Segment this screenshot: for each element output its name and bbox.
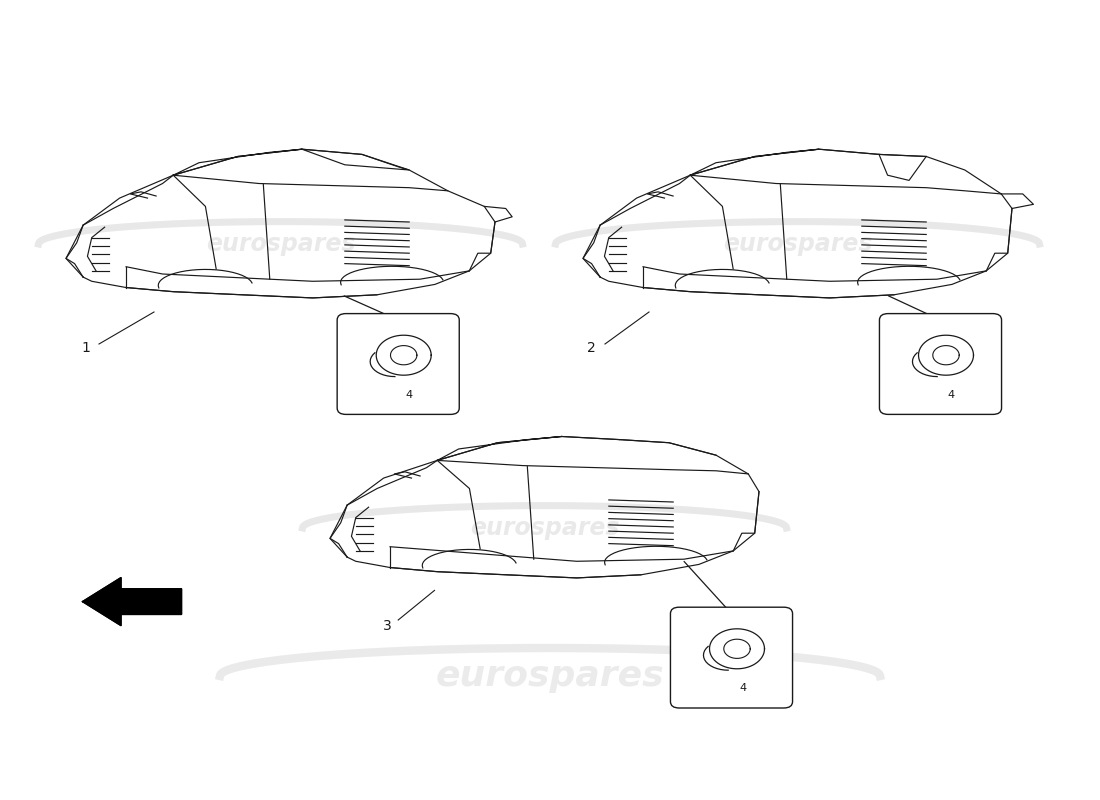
- Text: 1: 1: [81, 341, 90, 355]
- FancyBboxPatch shape: [671, 607, 792, 708]
- Text: 4: 4: [406, 390, 412, 400]
- Text: 4: 4: [948, 390, 955, 400]
- Text: 2: 2: [587, 341, 596, 355]
- Polygon shape: [82, 578, 182, 626]
- Text: eurospares: eurospares: [470, 516, 619, 540]
- FancyBboxPatch shape: [880, 314, 1001, 414]
- FancyBboxPatch shape: [337, 314, 460, 414]
- Text: 3: 3: [383, 618, 392, 633]
- Text: 4: 4: [739, 683, 746, 694]
- Text: eurospares: eurospares: [723, 232, 872, 256]
- Text: eurospares: eurospares: [206, 232, 355, 256]
- Text: eurospares: eurospares: [436, 659, 664, 693]
